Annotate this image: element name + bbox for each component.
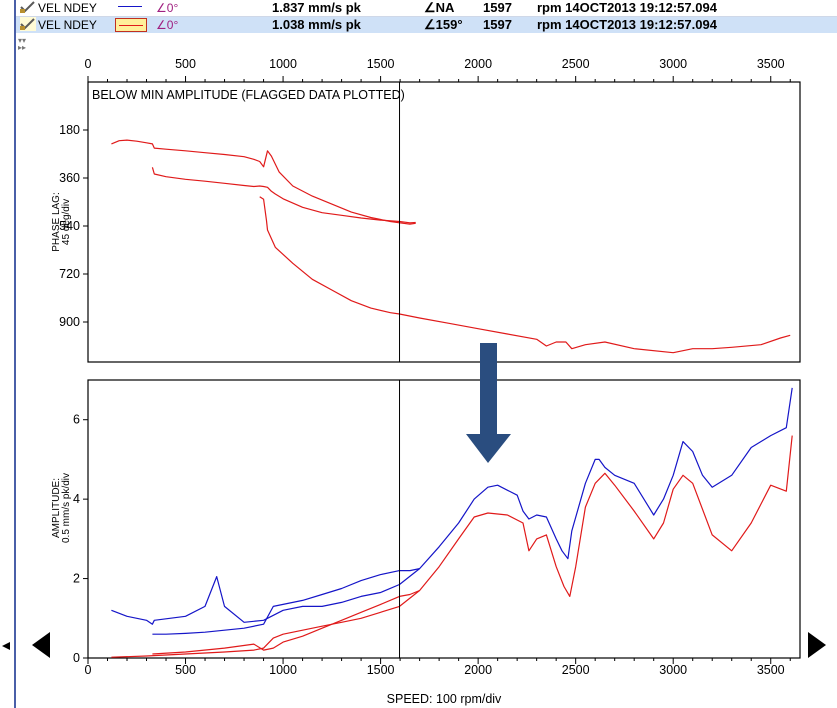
- legend-row-1[interactable]: VEL NDEY ∠0° 1.837 mm/s pk ∠NA 1597 rpm …: [16, 0, 837, 17]
- speed-value: 1597: [483, 0, 512, 15]
- x-tick-label: 2500: [562, 663, 590, 677]
- down-arrow-icon: [466, 343, 511, 463]
- y-tick-label: 900: [59, 315, 80, 329]
- amplitude-plot-frame: [87, 379, 801, 659]
- x-tick-label: 3500: [757, 663, 785, 677]
- x-tick-label: 1000: [269, 663, 297, 677]
- series-line-3: [259, 196, 791, 354]
- scroll-left-icon[interactable]: [2, 642, 10, 650]
- x-tick-label: 2500: [562, 57, 590, 71]
- x-tick-label: 1500: [367, 663, 395, 677]
- x-tick-label: 3500: [757, 57, 785, 71]
- y-tick-label: 180: [59, 123, 80, 137]
- series-swatch-red: [115, 18, 147, 32]
- speed-value: 1597: [483, 17, 512, 32]
- plot-check-icon[interactable]: [20, 17, 36, 31]
- x-tick-label: 500: [175, 57, 196, 71]
- phase-plot-note: BELOW MIN AMPLITUDE (FLAGGED DATA PLOTTE…: [92, 88, 405, 102]
- expand-collapse-icon[interactable]: ▾▾ ▸▸: [17, 36, 27, 52]
- series-line-1: [111, 139, 416, 225]
- amplitude-value: 1.837 mm/s pk: [272, 0, 361, 15]
- amplitude-axis-sublabel: 0.5 mm/s pk/div: [61, 473, 72, 543]
- y-tick-label: 6: [73, 413, 80, 427]
- speed-axis-label: SPEED: 100 rpm/div: [387, 692, 502, 706]
- series-line-1: [111, 387, 793, 625]
- x-tick-label: 1500: [367, 57, 395, 71]
- cursor-left-icon[interactable]: [32, 632, 50, 658]
- y-tick-label: 540: [59, 219, 80, 233]
- series-line-4: [152, 589, 420, 655]
- y-tick-label: 2: [73, 572, 80, 586]
- series-swatch-blue: [115, 0, 145, 12]
- x-tick-label: 2000: [464, 663, 492, 677]
- phase-angle-prefix: ∠0°: [156, 18, 179, 32]
- phase-value: ∠NA: [424, 0, 455, 15]
- series-line-2: [151, 167, 416, 224]
- series-line-2: [152, 568, 420, 635]
- x-tick-label: 3000: [659, 57, 687, 71]
- plot-check-icon[interactable]: [20, 0, 36, 14]
- amplitude-axis-label: AMPLITUDE:: [51, 478, 62, 538]
- amplitude-value: 1.038 mm/s pk: [272, 17, 361, 32]
- phase-plot-frame: [87, 81, 801, 363]
- y-tick-label: 4: [73, 492, 80, 506]
- x-tick-label: 2000: [464, 57, 492, 71]
- legend-row-2[interactable]: VEL NDEY ∠0° 1.038 mm/s pk ∠159° 1597 rp…: [16, 17, 837, 33]
- x-tick-label: 3000: [659, 663, 687, 677]
- x-tick-label: 0: [85, 663, 92, 677]
- channel-name: VEL NDEY: [38, 18, 97, 32]
- x-tick-label: 0: [85, 57, 92, 71]
- phase-axis-label: PHASE LAG:: [51, 192, 62, 251]
- x-tick-label: 500: [175, 663, 196, 677]
- series-line-3: [111, 435, 793, 658]
- phase-angle-prefix: ∠0°: [156, 1, 179, 15]
- phase-axis-sublabel: 45 deg/div: [61, 199, 72, 245]
- timestamp: rpm 14OCT2013 19:12:57.094: [537, 17, 717, 32]
- cursor-right-icon[interactable]: [808, 632, 826, 658]
- y-tick-label: 0: [73, 651, 80, 665]
- left-border-rule: [14, 0, 16, 708]
- phase-value: ∠159°: [424, 17, 463, 32]
- amplitude-chart: 0 500 1000 1500 2000 2500 3000 3500 0 2 4 6 AMPLIT…: [51, 379, 801, 706]
- y-tick-label: 720: [59, 267, 80, 281]
- x-tick-label: 1000: [269, 57, 297, 71]
- timestamp: rpm 14OCT2013 19:12:57.094: [537, 0, 717, 15]
- phase-chart: 0 500 1000 1500 2000 2500 3000 3500 180 360 540 72…: [51, 57, 801, 363]
- channel-name: VEL NDEY: [38, 1, 97, 15]
- y-tick-label: 360: [59, 171, 80, 185]
